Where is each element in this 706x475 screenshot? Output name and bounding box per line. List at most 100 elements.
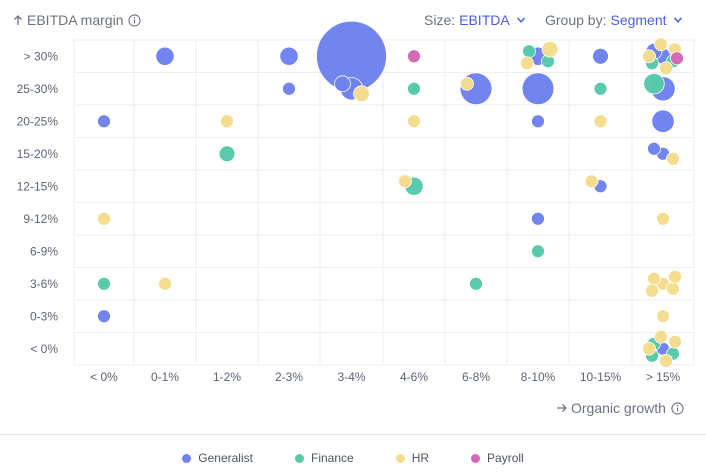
y-tick-label: < 0% — [30, 342, 58, 356]
bubble-hr[interactable] — [666, 281, 680, 296]
bubble-hr[interactable] — [220, 114, 234, 129]
bubble-hr[interactable] — [654, 329, 668, 344]
bubble-generalist[interactable] — [592, 47, 609, 65]
legend-dot — [294, 453, 304, 463]
size-selector[interactable]: Size: EBITDA — [424, 12, 526, 28]
legend-item-hr[interactable]: HR — [395, 451, 430, 465]
bubble-payroll[interactable] — [407, 49, 421, 64]
legend: Generalist Finance HR Payroll — [0, 451, 706, 465]
x-tick-label: 2-3% — [275, 370, 303, 384]
x-tick-label: > 15% — [646, 370, 681, 384]
bubble-finance[interactable] — [531, 244, 545, 259]
legend-label: Payroll — [487, 451, 524, 465]
bubble-hr[interactable] — [656, 211, 670, 226]
x-tick-label: 3-4% — [337, 370, 365, 384]
y-tick-label: 25-30% — [17, 82, 59, 96]
x-tick-label: < 0% — [90, 370, 118, 384]
legend-item-payroll[interactable]: Payroll — [471, 451, 524, 465]
bubble-hr[interactable] — [353, 85, 370, 103]
bubble-hr[interactable] — [668, 334, 682, 349]
y-axis-title-text: EBITDA margin — [27, 12, 124, 28]
x-axis-title-text: Organic growth — [571, 400, 666, 416]
bubble-hr[interactable] — [593, 114, 608, 129]
bubble-payroll[interactable] — [670, 51, 684, 66]
bubble-finance[interactable] — [469, 276, 483, 291]
bubble-finance[interactable] — [522, 44, 536, 59]
legend-label: Generalist — [198, 451, 253, 465]
bubble-hr[interactable] — [659, 353, 673, 368]
legend-divider — [0, 434, 706, 435]
legend-label: Finance — [310, 451, 354, 465]
bubble-generalist[interactable] — [531, 211, 545, 226]
legend-dot — [471, 453, 481, 463]
x-tick-label: 10-15% — [580, 370, 622, 384]
size-caption: Size: — [424, 12, 456, 28]
bubble-chart: < 0% 0-3% 3-6% 6-9% 9-12% 12-15% 15-20% 20-25% 2… — [17, 20, 695, 384]
bubble-generalist[interactable] — [531, 114, 545, 129]
legend-dot — [395, 453, 405, 463]
y-tick-label: 3-6% — [30, 277, 58, 291]
bubble-hr[interactable] — [656, 309, 670, 324]
bubble-generalist[interactable] — [647, 141, 661, 156]
chevron-down-icon[interactable] — [516, 15, 526, 25]
x-tick-label: 1-2% — [213, 370, 241, 384]
bubble-hr[interactable] — [158, 276, 172, 291]
bubble-generalist[interactable] — [521, 72, 555, 106]
bubble-hr[interactable] — [659, 61, 673, 76]
bubble-hr[interactable] — [520, 56, 534, 71]
bubble-hr[interactable] — [666, 151, 680, 166]
y-tick-label: 9-12% — [23, 212, 58, 226]
bubble-hr[interactable] — [398, 174, 412, 189]
legend-item-finance[interactable]: Finance — [294, 451, 354, 465]
y-tick-label: 20-25% — [17, 114, 59, 128]
info-icon[interactable] — [671, 401, 684, 415]
bubble-generalist[interactable] — [97, 309, 111, 324]
y-tick-label: 6-9% — [30, 244, 58, 258]
axis-labels: < 0% 0-3% 3-6% 6-9% 9-12% 12-15% 15-20% 20-25% 2… — [17, 49, 681, 384]
bubble-generalist[interactable] — [97, 114, 111, 129]
bubble-finance[interactable] — [407, 81, 421, 96]
arrow-up-icon — [14, 15, 22, 25]
y-tick-label: 12-15% — [17, 179, 59, 193]
bubble-hr[interactable] — [460, 76, 474, 91]
bubble-generalist[interactable] — [334, 75, 351, 93]
bubble-finance[interactable] — [643, 73, 665, 95]
bubble-hr[interactable] — [97, 211, 111, 226]
x-axis-title: Organic growth — [556, 400, 684, 416]
y-axis-title: EBITDA margin — [12, 12, 142, 28]
bubbles — [97, 20, 684, 368]
x-tick-label: 0-1% — [151, 370, 179, 384]
x-tick-label: 8-10% — [521, 370, 556, 384]
bubble-finance[interactable] — [97, 276, 111, 291]
size-value[interactable]: EBITDA — [459, 12, 510, 28]
bubble-generalist[interactable] — [279, 46, 299, 66]
legend-label: HR — [411, 451, 430, 465]
bubble-hr[interactable] — [668, 269, 682, 284]
group-caption: Group by: — [545, 12, 607, 28]
chevron-down-icon[interactable] — [673, 15, 683, 25]
grid — [73, 39, 695, 366]
legend-item-generalist[interactable]: Generalist — [182, 451, 253, 465]
bubble-hr[interactable] — [654, 37, 668, 52]
y-tick-label: 0-3% — [30, 309, 58, 323]
y-tick-label: > 30% — [24, 49, 59, 63]
x-tick-label: 6-8% — [462, 370, 490, 384]
bubble-hr[interactable] — [541, 40, 559, 58]
bubble-finance[interactable] — [593, 81, 608, 96]
bubble-hr[interactable] — [642, 341, 656, 356]
arrow-right-icon — [557, 404, 567, 412]
bubble-hr[interactable] — [407, 114, 421, 129]
bubble-generalist[interactable] — [155, 46, 175, 66]
bubble-hr[interactable] — [645, 283, 659, 298]
bubble-generalist[interactable] — [282, 81, 296, 96]
bubble-generalist[interactable] — [651, 109, 675, 133]
bubble-hr[interactable] — [584, 174, 599, 189]
info-icon[interactable] — [128, 13, 142, 27]
group-selector[interactable]: Group by: Segment — [545, 12, 683, 28]
group-value[interactable]: Segment — [610, 12, 667, 28]
y-tick-label: 15-20% — [17, 147, 59, 161]
x-tick-label: 4-6% — [400, 370, 428, 384]
bubble-hr[interactable] — [647, 271, 661, 286]
bubble-finance[interactable] — [218, 145, 236, 163]
bubble-hr[interactable] — [642, 49, 656, 64]
